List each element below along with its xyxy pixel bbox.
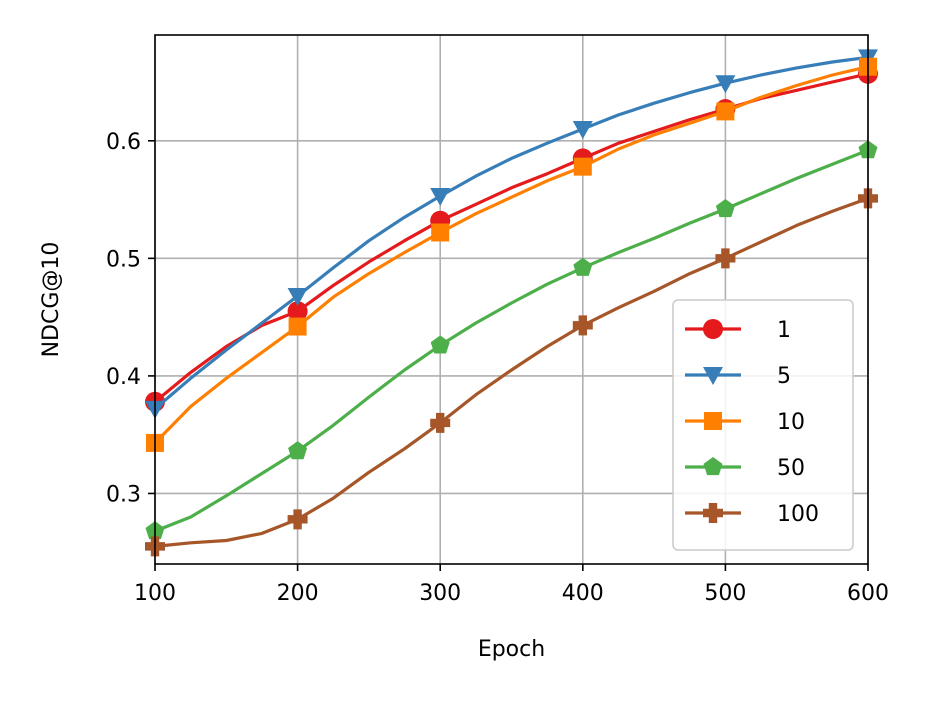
legend-marker (703, 319, 723, 339)
legend-label: 50 (777, 456, 805, 481)
data-point-100 (715, 248, 736, 269)
data-point-5 (715, 75, 736, 94)
x-axis-title: Epoch (478, 637, 545, 662)
series-5 (145, 49, 878, 419)
data-point-1 (287, 301, 308, 322)
data-point-10 (716, 102, 735, 121)
legend-item-50: 50 (685, 456, 805, 481)
data-point-10 (288, 317, 307, 336)
legend-item-1: 1 (685, 318, 791, 343)
x-tick-label: 600 (847, 581, 889, 606)
y-axis-title: NDCG@10 (39, 242, 64, 358)
data-point-50 (430, 335, 450, 354)
x-tick-label: 500 (704, 581, 746, 606)
data-point-100 (287, 509, 308, 530)
legend-marker (703, 457, 723, 476)
series-10 (146, 57, 877, 452)
legend: 1 5 10 50 100 (672, 299, 854, 551)
x-tick-label: 400 (562, 581, 604, 606)
data-point-50 (715, 198, 735, 218)
legend-label: 1 (777, 318, 791, 343)
y-tick-label: 0.4 (106, 365, 141, 390)
series-50 (145, 140, 878, 540)
legend-marker (703, 367, 723, 385)
legend-label: 10 (777, 410, 805, 435)
axis-ticks: 100 200 300 400 500 600 0.3 0.4 0.5 0.6 (106, 130, 889, 606)
data-point-10 (573, 157, 592, 176)
x-tick-label: 200 (277, 581, 319, 606)
series-line-100 (154, 196, 869, 548)
data-point-100 (572, 315, 593, 336)
data-point-100 (430, 412, 451, 433)
data-point-50 (573, 257, 593, 276)
legend-box (672, 299, 854, 551)
series-line-50 (154, 148, 869, 533)
axes-frame (154, 34, 869, 565)
y-tick-label: 0.5 (106, 247, 141, 272)
legend-label: 5 (777, 364, 791, 389)
legend-item-100: 100 (685, 502, 819, 527)
legend-marker (704, 412, 722, 430)
data-point-10 (431, 223, 450, 242)
legend-marker (703, 503, 723, 523)
data-point-5 (572, 121, 593, 140)
data-point-5 (287, 287, 308, 306)
legend-label: 100 (777, 502, 819, 527)
y-tick-label: 0.3 (106, 482, 141, 507)
y-tick-label: 0.6 (106, 130, 141, 155)
series-line-10 (153, 65, 869, 445)
legend-item-5: 5 (685, 364, 791, 389)
x-tick-label: 300 (419, 581, 461, 606)
data-point-50 (288, 441, 308, 460)
legend-item-10: 10 (685, 410, 805, 435)
series-line-5 (153, 55, 869, 411)
data-point-5 (430, 188, 451, 207)
x-tick-label: 100 (134, 581, 176, 606)
